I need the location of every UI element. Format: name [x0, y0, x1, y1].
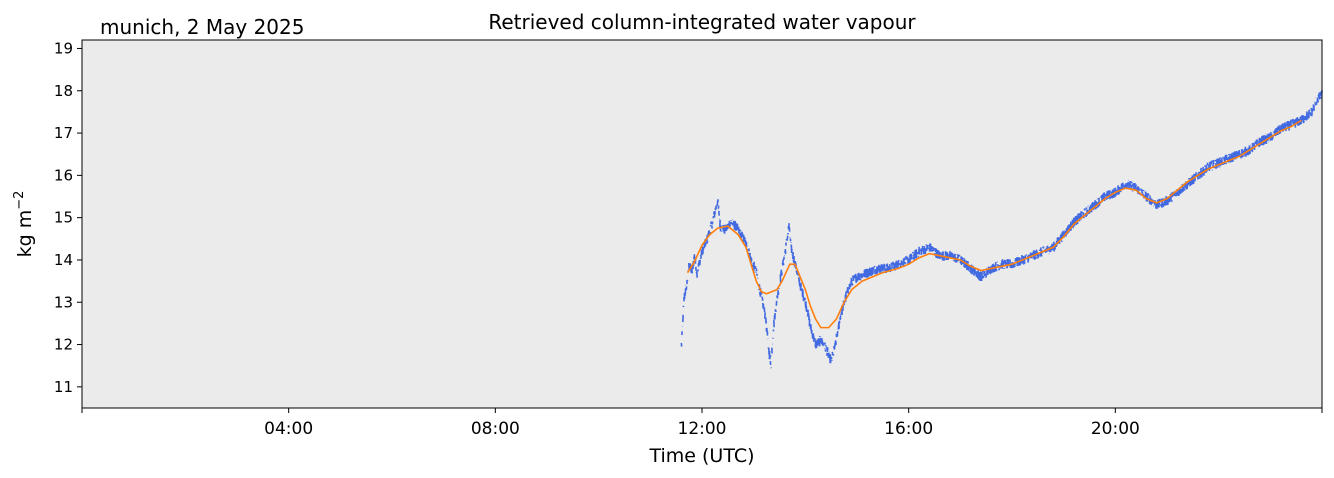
- smoothed-series-line: [686, 119, 1302, 329]
- x-tick-label: 20:00: [1091, 419, 1140, 439]
- y-tick-label: 18: [54, 82, 73, 100]
- x-axis: 04:00 08:00 12:00 16:00 20:00: [81, 408, 1323, 439]
- x-axis-label: Time (UTC): [648, 445, 754, 467]
- y-axis-label-base: kg m: [14, 210, 36, 258]
- y-tick-label: 14: [54, 251, 73, 269]
- x-tick-label: 08:00: [471, 419, 520, 439]
- chart-title: Retrieved column-integrated water vapour: [488, 10, 916, 34]
- y-tick-label: 16: [54, 166, 73, 184]
- y-axis-label-exponent: −2: [12, 191, 27, 210]
- y-tick-label: 15: [54, 209, 73, 227]
- plot-background: [82, 40, 1322, 408]
- x-tick-label: 04:00: [264, 419, 313, 439]
- y-tick-label: 12: [54, 336, 73, 354]
- y-tick-label: 11: [54, 378, 73, 396]
- chart-subtitle: munich, 2 May 2025: [100, 15, 304, 39]
- raw-series-trace: [680, 90, 1323, 369]
- y-tick-label: 13: [54, 293, 73, 311]
- y-axis: 11 12 13 14 15 16 17 18 19: [54, 39, 82, 396]
- y-tick-label: 17: [54, 124, 73, 142]
- y-axis-label: kg m−2: [12, 191, 36, 258]
- y-tick-label: 19: [54, 39, 73, 57]
- x-tick-label: 12:00: [678, 419, 727, 439]
- raw-series: [680, 90, 1323, 369]
- x-tick-label: 16:00: [884, 419, 933, 439]
